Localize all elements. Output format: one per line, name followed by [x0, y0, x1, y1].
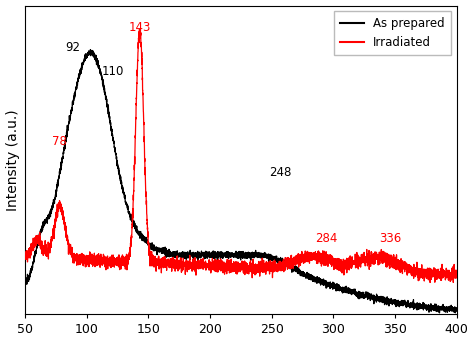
Text: 143: 143: [128, 21, 151, 34]
Text: 78: 78: [52, 135, 67, 148]
Text: 248: 248: [269, 166, 292, 179]
Text: 92: 92: [66, 41, 81, 54]
Y-axis label: Intensity (a.u.): Intensity (a.u.): [6, 109, 19, 211]
Text: 110: 110: [101, 65, 124, 78]
Text: 284: 284: [315, 232, 337, 245]
Text: 336: 336: [379, 232, 401, 245]
Legend: As prepared, Irradiated: As prepared, Irradiated: [334, 12, 451, 55]
